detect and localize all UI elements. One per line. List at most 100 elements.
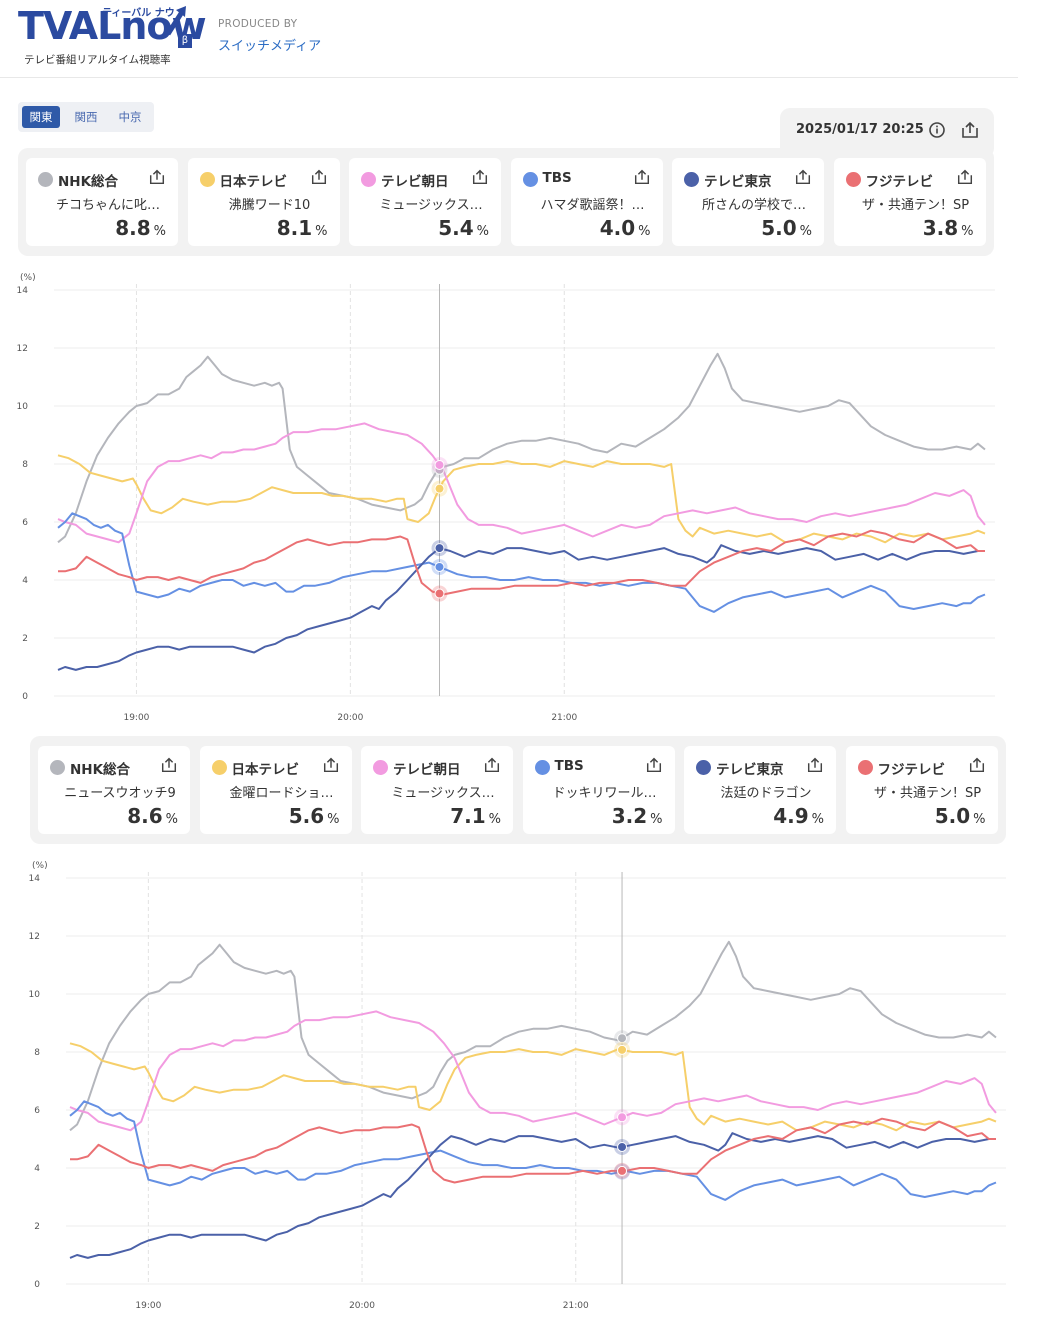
ratings-chart-bottom: (%) 0 2 4 6 8 10 12 14 19:00 20:00 21:00	[29, 861, 1006, 1311]
rating-value: 5.0%	[934, 804, 986, 828]
y-unit-label: (%)	[20, 273, 36, 283]
series-line-cx	[58, 529, 985, 596]
card-share-icon[interactable]	[956, 168, 974, 186]
series-line-nhk	[57, 352, 986, 544]
rating-value: 3.2%	[611, 804, 663, 828]
share-icon[interactable]	[960, 120, 980, 140]
y-tick-label: 4	[34, 1164, 40, 1174]
program-title: 法廷のドラゴン	[720, 786, 812, 801]
cursor-marker-ntv	[617, 1044, 628, 1055]
app-header: TVALnow ティーバル ナウ β テレビ番組リアルタイム視聴率 PRODUC…	[0, 0, 1018, 78]
program-title: ハマダ歌謡祭！…	[540, 198, 645, 213]
cursor-marker-ntv	[434, 483, 445, 494]
series-line-tx	[57, 544, 985, 671]
channel-name: 日本テレビ	[219, 174, 288, 190]
y-tick-label: 8	[22, 460, 28, 470]
x-tick-label: 19:00	[123, 713, 149, 723]
channel-card-ntv[interactable]: 日本テレビ 金曜ロードショ… 5.6%	[199, 746, 352, 834]
channel-name: テレビ東京	[704, 174, 772, 190]
rating-value: 5.0%	[761, 216, 812, 240]
rating-value: 7.1%	[450, 804, 501, 828]
tvalnow-logo[interactable]: TVALnow ティーバル ナウ β テレビ番組リアルタイム視聴率	[18, 6, 207, 66]
channel-card-cx[interactable]: フジテレビザ・共通テン！SP 5.0%	[845, 746, 998, 834]
channel-color-dot	[373, 760, 388, 775]
channel-name: フジテレビ	[877, 762, 946, 778]
channel-color-dot	[522, 172, 538, 187]
x-tick-label: 20:00	[349, 1301, 375, 1311]
logo-tagline: テレビ番組リアルタイム視聴率	[24, 54, 171, 66]
y-tick-label: 8	[34, 1048, 40, 1058]
info-icon[interactable]	[928, 121, 946, 139]
program-title: 沸騰ワード10	[228, 198, 311, 213]
card-share-icon[interactable]	[322, 756, 340, 774]
channel-color-dot	[199, 172, 215, 187]
card-share-icon[interactable]	[160, 756, 178, 774]
producer-link[interactable]: スイッチメディア	[218, 39, 322, 54]
series-line-ex	[57, 422, 986, 544]
series-line-ntv	[69, 1042, 997, 1132]
series-line-ntv	[57, 454, 986, 544]
y-tick-label: 14	[17, 286, 29, 296]
channel-card-tx[interactable]: テレビ東京 所さんの学校で… 5.0%	[672, 158, 824, 246]
rating-value: 8.6%	[127, 804, 178, 828]
rating-value: 8.8%	[115, 216, 166, 240]
card-share-icon[interactable]	[633, 168, 651, 186]
channel-card-tbs[interactable]: TBS ドッキリワール… 3.2%	[522, 746, 675, 834]
card-share-icon[interactable]	[148, 168, 166, 186]
series-line-tx	[69, 1132, 996, 1259]
channel-name: NHK総合	[58, 174, 119, 190]
channel-name: テレビ東京	[716, 762, 784, 778]
cursor-marker-tx	[617, 1141, 628, 1152]
channel-card-cx[interactable]: フジテレビ ザ・共通テン！SP 3.8%	[833, 158, 986, 246]
y-tick-label: 12	[17, 344, 28, 354]
x-tick-label: 21:00	[551, 713, 577, 723]
card-share-icon[interactable]	[794, 168, 812, 186]
channel-color-dot	[361, 172, 376, 187]
ratings-panel-top: NHK総合 チコちゃんに叱… 8.8% 日本テレビ 沸騰ワード10 8.1% テレビ朝日 ミュ…	[18, 148, 994, 256]
channel-name: 日本テレビ	[231, 762, 300, 778]
region-tabs: 関東 関西 中京	[18, 102, 154, 132]
channel-color-dot	[845, 172, 861, 187]
channel-color-dot	[50, 760, 65, 775]
channel-card-nhk[interactable]: NHK総合 チコちゃんに叱… 8.8%	[26, 158, 178, 246]
series-line-tbs	[69, 1100, 997, 1201]
channel-card-ntv[interactable]: 日本テレビ 沸騰ワード10 8.1%	[187, 158, 340, 246]
program-title: ドッキリワール…	[552, 786, 657, 801]
cursor-marker-tx	[434, 543, 445, 554]
channel-color-dot	[684, 172, 699, 187]
card-share-icon[interactable]	[471, 168, 489, 186]
program-title: ザ・共通テン！SP	[861, 198, 970, 213]
x-tick-label: 21:00	[563, 1301, 589, 1311]
rating-value: 4.9%	[773, 804, 824, 828]
card-share-icon[interactable]	[483, 756, 501, 774]
ratings-chart-top: (%) 0 2 4 6 8 10 12 14 19:00 20:00 21:00	[17, 273, 995, 723]
y-tick-label: 14	[29, 874, 41, 884]
card-share-icon[interactable]	[310, 168, 328, 186]
program-title: ミュージックス…	[391, 786, 495, 801]
cursor-marker-cx	[617, 1165, 628, 1176]
program-title: ザ・共通テン！SP	[873, 786, 982, 801]
tab-kansai[interactable]: 関西	[74, 110, 98, 124]
channel-card-tx[interactable]: テレビ東京法廷のドラゴン 4.9%	[684, 746, 836, 834]
logo-arrow-icon	[166, 6, 186, 36]
rating-value: 5.4%	[438, 216, 489, 240]
channel-card-nhk[interactable]: NHK総合 ニュースウオッチ9 8.6%	[38, 746, 190, 834]
tab-kanto[interactable]: 関東	[22, 106, 60, 128]
channel-card-ex[interactable]: テレビ朝日 ミュージックス… 7.1%	[361, 746, 513, 834]
tab-chukyo[interactable]: 中京	[118, 110, 142, 124]
channel-color-dot	[696, 760, 711, 775]
channel-color-dot	[211, 760, 227, 775]
y-tick-label: 6	[22, 518, 28, 528]
card-share-icon[interactable]	[645, 756, 663, 774]
program-title: ミュージックス…	[379, 198, 483, 213]
logo-beta-badge: β	[178, 34, 192, 48]
card-share-icon[interactable]	[968, 756, 986, 774]
channel-card-ex[interactable]: テレビ朝日 ミュージックス… 5.4%	[349, 158, 501, 246]
card-share-icon[interactable]	[806, 756, 824, 774]
channel-card-tbs[interactable]: TBS ハマダ歌謡祭！… 4.0%	[510, 158, 663, 246]
logo-kana: ティーバル ナウ	[102, 8, 175, 19]
rating-value: 5.6%	[288, 804, 340, 828]
y-tick-label: 2	[34, 1222, 40, 1232]
channel-name: NHK総合	[70, 762, 131, 778]
channel-color-dot	[38, 172, 53, 187]
